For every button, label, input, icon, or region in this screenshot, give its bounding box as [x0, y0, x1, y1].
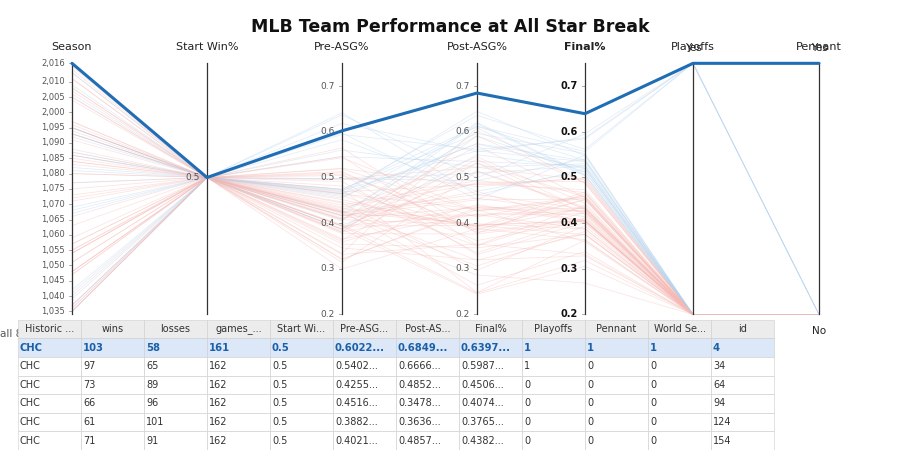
Text: 0.3: 0.3: [561, 264, 578, 274]
Text: 1,080: 1,080: [41, 169, 65, 178]
Text: 1,035: 1,035: [41, 307, 65, 316]
Text: No: No: [812, 326, 826, 336]
Text: Season: Season: [52, 42, 92, 52]
Text: 1,085: 1,085: [41, 154, 65, 163]
Text: 0.2: 0.2: [561, 310, 578, 320]
Text: 0.2: 0.2: [320, 310, 335, 319]
Text: all 83 rows: all 83 rows: [0, 329, 57, 339]
Text: 1,065: 1,065: [41, 215, 65, 224]
Text: 0.6: 0.6: [320, 127, 335, 136]
Text: 2,010: 2,010: [41, 77, 65, 86]
Text: Yes: Yes: [685, 43, 701, 54]
Text: Final%: Final%: [564, 42, 606, 52]
Text: 2,000: 2,000: [41, 108, 65, 117]
Text: 1,075: 1,075: [41, 184, 65, 194]
Text: 0.4: 0.4: [455, 219, 470, 228]
Text: 0.2: 0.2: [455, 310, 470, 319]
Text: 1,070: 1,070: [41, 200, 65, 209]
Text: 0.5: 0.5: [455, 173, 470, 182]
Text: 0.6: 0.6: [455, 127, 470, 136]
Text: 1,040: 1,040: [41, 292, 65, 301]
Text: 0.5: 0.5: [561, 172, 578, 183]
Text: Pennant: Pennant: [796, 42, 842, 52]
Text: 0.5: 0.5: [320, 173, 335, 182]
Text: 0.7: 0.7: [561, 81, 578, 91]
Title: MLB Team Performance at All Star Break: MLB Team Performance at All Star Break: [251, 18, 649, 36]
Text: 0.7: 0.7: [455, 81, 470, 90]
Text: Start Win%: Start Win%: [176, 42, 238, 52]
Text: 0.6: 0.6: [561, 127, 578, 137]
Text: 0.3: 0.3: [455, 264, 470, 273]
Text: 1,050: 1,050: [41, 261, 65, 270]
Text: 0.4: 0.4: [561, 218, 578, 228]
Text: Playoffs: Playoffs: [671, 42, 715, 52]
Text: 0.7: 0.7: [320, 81, 335, 90]
Text: 2,005: 2,005: [41, 93, 65, 102]
Text: 1,095: 1,095: [41, 123, 65, 132]
Text: No: No: [686, 326, 700, 336]
Text: 0.5: 0.5: [185, 173, 200, 182]
Text: Yes: Yes: [811, 43, 827, 54]
Text: 1,055: 1,055: [41, 246, 65, 255]
Text: 2,016: 2,016: [41, 59, 65, 68]
Text: Post-ASG%: Post-ASG%: [446, 42, 508, 52]
Text: 1,045: 1,045: [41, 276, 65, 285]
Text: Pre-ASG%: Pre-ASG%: [314, 42, 370, 52]
Text: 0.4: 0.4: [320, 219, 335, 228]
Text: 0.3: 0.3: [320, 264, 335, 273]
Text: 1,060: 1,060: [41, 230, 65, 239]
Text: 1,090: 1,090: [41, 139, 65, 148]
